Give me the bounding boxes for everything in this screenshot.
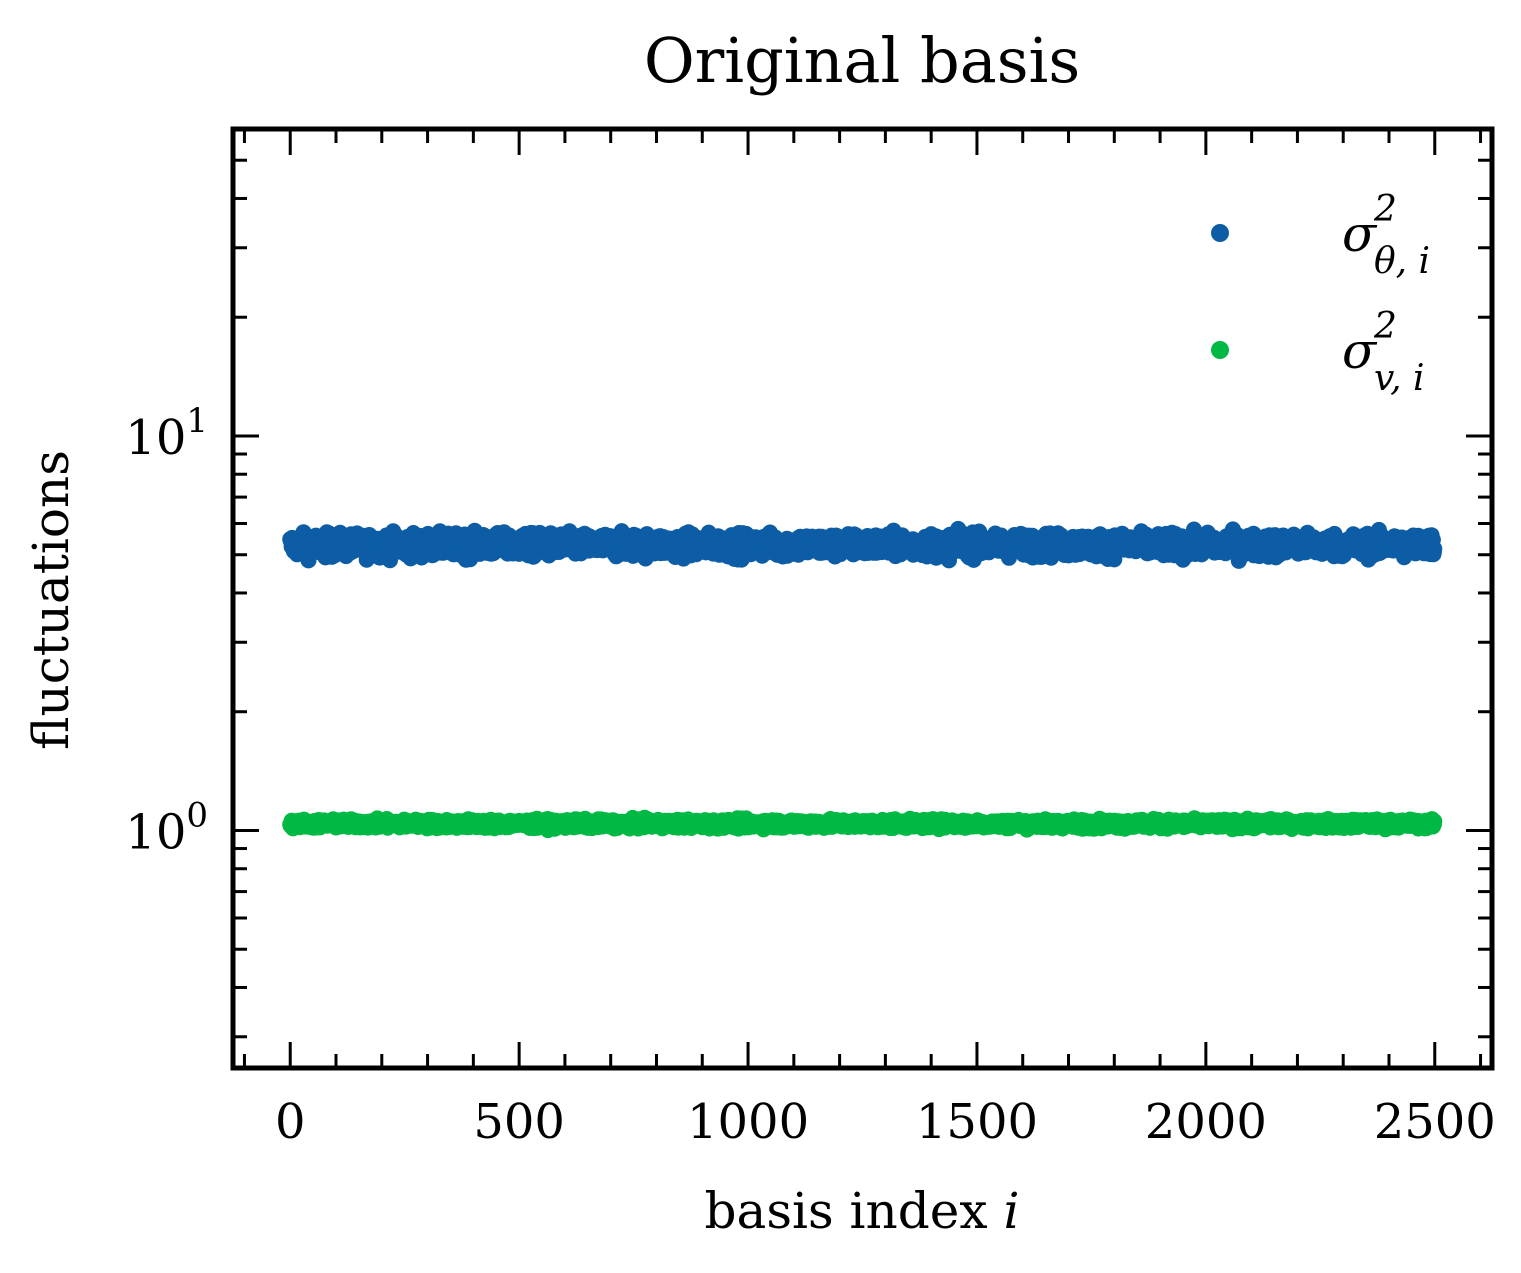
series-theta	[282, 520, 1443, 569]
chart-title: Original basis	[644, 24, 1080, 97]
data-points	[282, 520, 1443, 839]
series-v	[282, 809, 1443, 839]
data-point	[1426, 540, 1443, 557]
